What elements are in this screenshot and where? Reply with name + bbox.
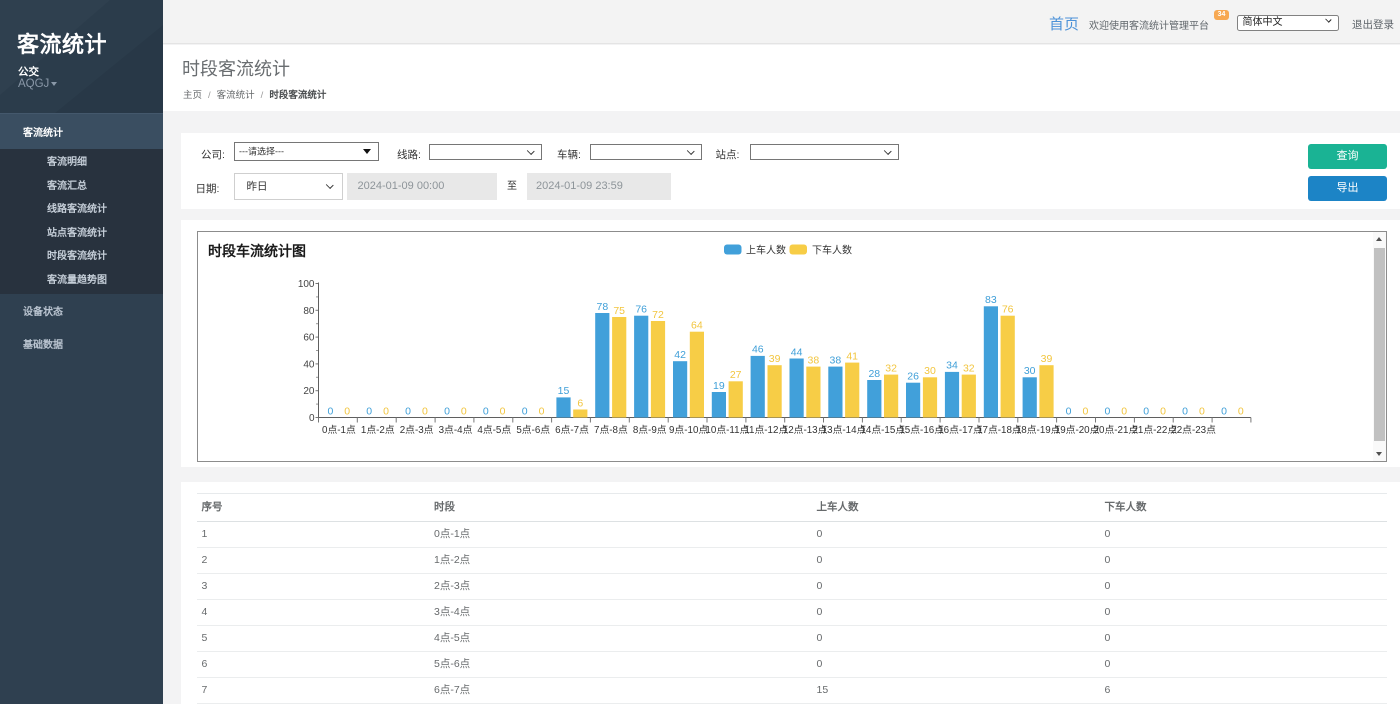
svg-text:27: 27 [730,369,742,381]
svg-text:20: 20 [303,386,315,397]
svg-text:0: 0 [405,405,411,417]
svg-text:11点-12点: 11点-12点 [744,424,788,436]
svg-text:22点-23点: 22点-23点 [1171,424,1216,436]
svg-text:38: 38 [808,354,820,366]
svg-text:0: 0 [422,405,428,417]
svg-text:78: 78 [597,301,609,313]
svg-text:46: 46 [752,344,764,356]
svg-text:41: 41 [846,350,858,362]
svg-text:39: 39 [769,353,781,365]
svg-text:30: 30 [924,365,936,377]
svg-text:下车人数: 下车人数 [812,244,852,257]
svg-text:13点-14点: 13点-14点 [822,424,867,436]
svg-text:9点-10点: 9点-10点 [669,424,708,436]
svg-text:0: 0 [1238,405,1244,417]
svg-text:0: 0 [1104,405,1110,417]
svg-text:15: 15 [558,385,570,397]
svg-text:0点-1点: 0点-1点 [322,424,356,436]
svg-text:28: 28 [868,368,880,380]
svg-text:42: 42 [674,349,686,361]
svg-text:0: 0 [1143,405,1149,417]
svg-text:0: 0 [1082,405,1088,417]
svg-text:40: 40 [303,359,315,370]
svg-text:0: 0 [309,413,315,424]
svg-text:16点-17点: 16点-17点 [938,424,983,436]
svg-text:0: 0 [1221,405,1227,417]
svg-text:7点-8点: 7点-8点 [594,424,628,436]
svg-text:18点-19点: 18点-19点 [1016,424,1061,436]
svg-text:64: 64 [691,320,703,332]
svg-text:0: 0 [444,405,450,417]
svg-text:0: 0 [1160,405,1166,417]
svg-text:0: 0 [539,405,545,417]
svg-text:20点-21点: 20点-21点 [1094,424,1139,436]
svg-text:72: 72 [652,309,664,321]
svg-text:21点-22点: 21点-22点 [1132,424,1177,436]
svg-text:0: 0 [522,405,528,417]
svg-text:32: 32 [963,362,975,374]
svg-text:19: 19 [713,380,725,392]
svg-text:19点-20点: 19点-20点 [1055,424,1100,436]
svg-text:0: 0 [1121,405,1127,417]
svg-text:17点-18点: 17点-18点 [977,424,1022,436]
svg-text:6点-7点: 6点-7点 [555,424,589,436]
svg-text:15点-16点: 15点-16点 [899,424,944,436]
svg-text:76: 76 [1002,304,1014,316]
svg-text:10点-11点: 10点-11点 [705,424,749,436]
svg-text:8点-9点: 8点-9点 [633,424,667,436]
svg-text:0: 0 [483,405,489,417]
svg-text:1点-2点: 1点-2点 [361,424,395,436]
svg-text:0: 0 [1182,405,1188,417]
svg-text:0: 0 [344,405,350,417]
svg-text:60: 60 [303,333,315,344]
svg-text:0: 0 [1199,405,1205,417]
svg-text:76: 76 [635,304,647,316]
svg-text:80: 80 [303,306,315,317]
svg-text:38: 38 [830,354,842,366]
svg-text:26: 26 [907,371,919,383]
svg-text:32: 32 [885,362,897,374]
svg-text:100: 100 [298,279,315,290]
svg-text:2点-3点: 2点-3点 [400,424,434,436]
svg-text:3点-4点: 3点-4点 [439,424,473,436]
svg-text:39: 39 [1041,353,1053,365]
svg-text:0: 0 [1066,405,1072,417]
svg-text:5点-6点: 5点-6点 [516,424,550,436]
svg-text:44: 44 [791,346,803,358]
svg-text:0: 0 [327,405,333,417]
svg-text:30: 30 [1024,365,1036,377]
svg-text:75: 75 [613,305,625,317]
svg-text:6: 6 [577,397,583,409]
svg-text:0: 0 [383,405,389,417]
svg-text:0: 0 [366,405,372,417]
svg-text:4点-5点: 4点-5点 [477,424,511,436]
svg-text:0: 0 [461,405,467,417]
svg-text:14点-15点: 14点-15点 [860,424,905,436]
svg-text:上车人数: 上车人数 [746,244,786,257]
svg-text:12点-13点: 12点-13点 [783,424,828,436]
svg-text:83: 83 [985,294,997,306]
svg-text:34: 34 [946,360,958,372]
svg-text:0: 0 [500,405,506,417]
